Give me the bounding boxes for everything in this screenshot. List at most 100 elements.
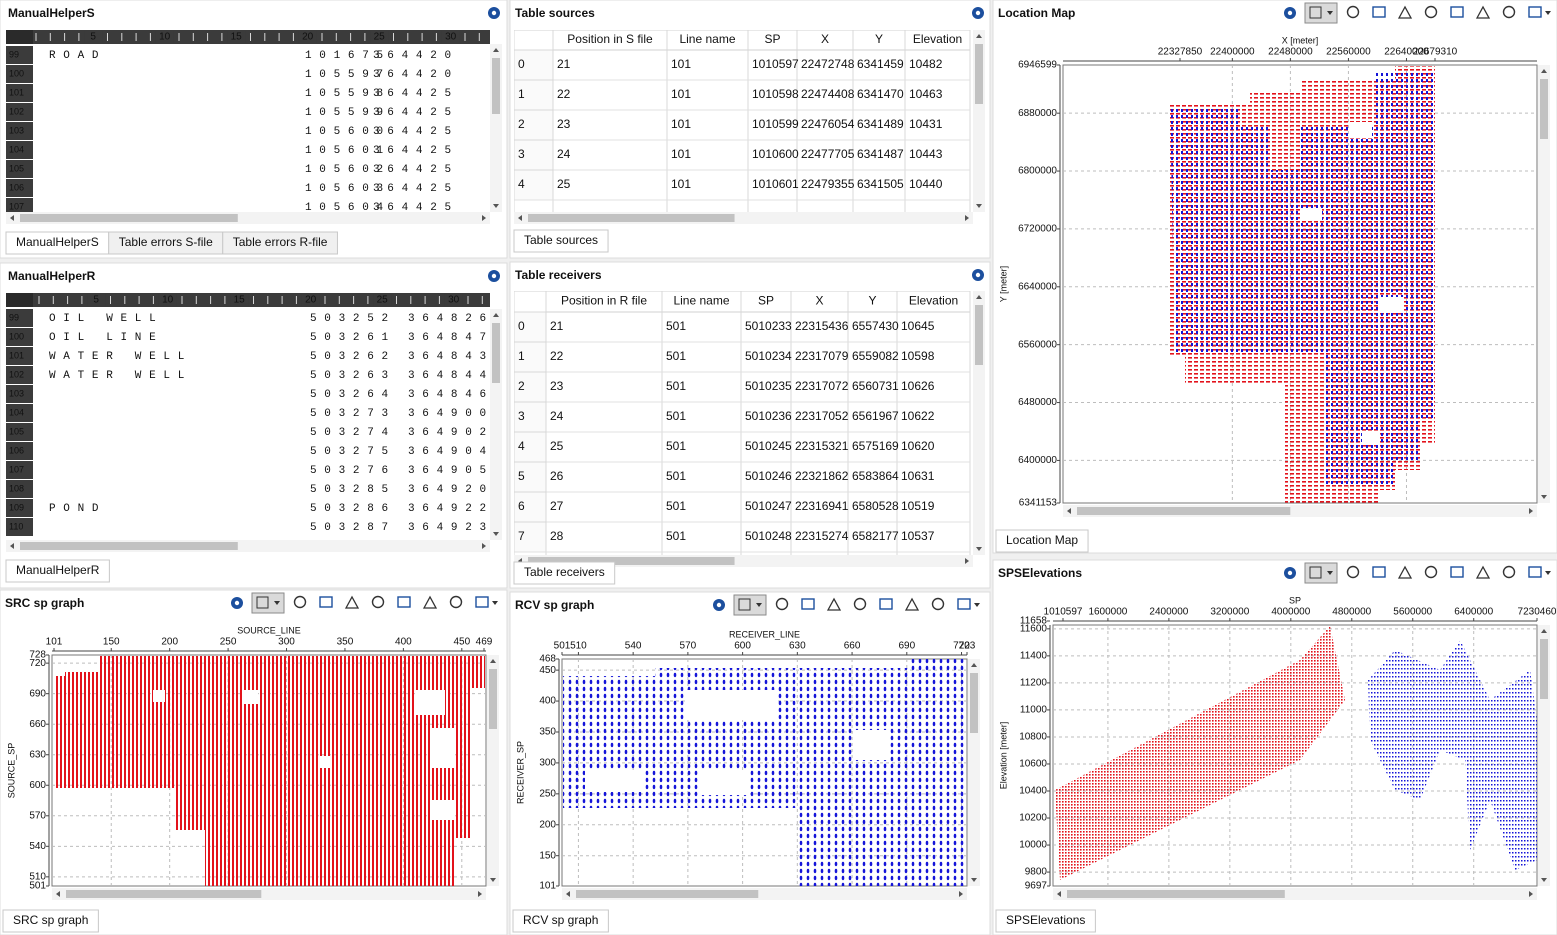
annotate-tool[interactable] [1450, 566, 1464, 578]
crosshair-tool[interactable] [371, 595, 385, 609]
zoom-tool[interactable] [293, 595, 307, 609]
scroll-thumb[interactable] [528, 557, 735, 565]
compass-tool[interactable] [475, 596, 489, 608]
zoom-tool[interactable] [1346, 565, 1360, 579]
row-number: 2 [518, 117, 525, 131]
scroll-thumb[interactable] [66, 890, 262, 898]
compass-tool[interactable] [957, 598, 971, 610]
y-axis-label: Elevation [meter] [998, 722, 1008, 790]
cell: 5010246 [745, 469, 792, 483]
scroll-thumb[interactable] [1067, 890, 1285, 898]
tab[interactable] [512, 909, 609, 933]
cell: 1010598 [752, 87, 799, 101]
export-tool-icon [422, 595, 438, 609]
scroll-thumb[interactable] [489, 669, 497, 729]
pick-tool[interactable] [801, 598, 815, 610]
scroll-thumb[interactable] [528, 214, 735, 222]
layers-tool[interactable] [1397, 565, 1413, 579]
record-field: 364902 [408, 427, 494, 439]
scroll-thumb[interactable] [1540, 79, 1548, 139]
panel-title: SRC sp graph [5, 596, 84, 610]
cell: 101 [671, 117, 691, 131]
tab-label: Table receivers [524, 565, 605, 579]
scroll-thumb[interactable] [492, 58, 500, 114]
cell: 10645 [901, 319, 935, 333]
y-tick-label: 11000 [1020, 705, 1048, 716]
row-header [6, 423, 33, 441]
scroll-thumb[interactable] [492, 323, 500, 383]
pointer-icon [738, 598, 751, 611]
cell: 5010248 [745, 529, 792, 543]
scroll-down [976, 547, 982, 551]
gap [243, 690, 258, 704]
annotate-tool[interactable] [879, 598, 893, 610]
zoom-fit-tool[interactable] [1502, 565, 1516, 579]
zoom-fit-tool-icon [931, 597, 945, 611]
crosshair-tool[interactable] [1424, 5, 1438, 19]
scroll-thumb[interactable] [576, 890, 759, 898]
x-tick-label: 2400000 [1149, 607, 1188, 618]
tab[interactable] [513, 561, 616, 585]
annotate-tool[interactable] [397, 596, 411, 608]
zoom-fit-tool[interactable] [1502, 5, 1516, 19]
scroll-thumb[interactable] [20, 542, 238, 550]
crosshair-tool[interactable] [1424, 565, 1438, 579]
vertical-scrollbar[interactable] [1538, 65, 1550, 503]
cell: 10620 [901, 439, 935, 453]
ruler-label: 15 [234, 295, 246, 306]
zoom-tool[interactable] [775, 597, 789, 611]
row-header [514, 139, 554, 171]
scroll-thumb[interactable] [1540, 639, 1548, 699]
scroll-left [56, 891, 60, 897]
pick-tool[interactable] [319, 596, 333, 608]
cell: 24 [550, 409, 564, 423]
y-tick-label: 630 [29, 749, 46, 760]
scroll-thumb[interactable] [1077, 507, 1291, 515]
export-tool[interactable] [1475, 5, 1491, 19]
pick-tool[interactable] [1372, 6, 1386, 18]
tab[interactable] [5, 559, 110, 583]
scroll-down [1541, 878, 1547, 882]
row-number: 105 [9, 163, 24, 173]
tab[interactable] [995, 909, 1096, 933]
layers-tool[interactable] [1397, 5, 1413, 19]
scroll-thumb[interactable] [20, 214, 238, 222]
zoom-fit-tool[interactable] [449, 595, 463, 609]
scroll-thumb[interactable] [975, 44, 983, 104]
pick-tool[interactable] [1372, 566, 1386, 578]
cell: 5010234 [745, 349, 792, 363]
cell: 501 [666, 529, 686, 543]
x-tick-label: 6400000 [1454, 607, 1493, 618]
cell: 22476054 [801, 117, 855, 131]
tab[interactable] [2, 909, 99, 933]
y-tick-label: 6480000 [1018, 397, 1057, 408]
zoom-tool-icon [1346, 5, 1360, 19]
row-number: 1 [518, 87, 525, 101]
export-tool[interactable] [1475, 565, 1491, 579]
x-tick-label: 5600000 [1393, 607, 1432, 618]
x-tick-label: 200 [161, 637, 178, 648]
tab[interactable] [222, 231, 338, 255]
export-tool[interactable] [904, 597, 920, 611]
record-field: 503264 [310, 389, 396, 401]
cell: 6341505 [857, 177, 904, 191]
layers-tool[interactable] [344, 595, 360, 609]
tab[interactable] [995, 529, 1089, 553]
export-tool[interactable] [422, 595, 438, 609]
layers-tool[interactable] [826, 597, 842, 611]
crosshair-tool[interactable] [853, 597, 867, 611]
x-tick-label: 400 [395, 637, 412, 648]
column-header: Elevation [913, 32, 962, 46]
zoom-fit-tool[interactable] [931, 597, 945, 611]
tab[interactable] [513, 229, 609, 253]
compass-tool[interactable] [1528, 566, 1542, 578]
compass-tool[interactable] [1528, 6, 1542, 18]
settings-hole [716, 602, 722, 608]
annotate-tool[interactable] [1450, 6, 1464, 18]
zoom-tool[interactable] [1346, 5, 1360, 19]
gap [415, 690, 445, 715]
ruler-label: 25 [377, 295, 389, 306]
cell: 501 [666, 379, 686, 393]
scroll-thumb[interactable] [970, 673, 978, 733]
scroll-thumb[interactable] [975, 305, 983, 365]
